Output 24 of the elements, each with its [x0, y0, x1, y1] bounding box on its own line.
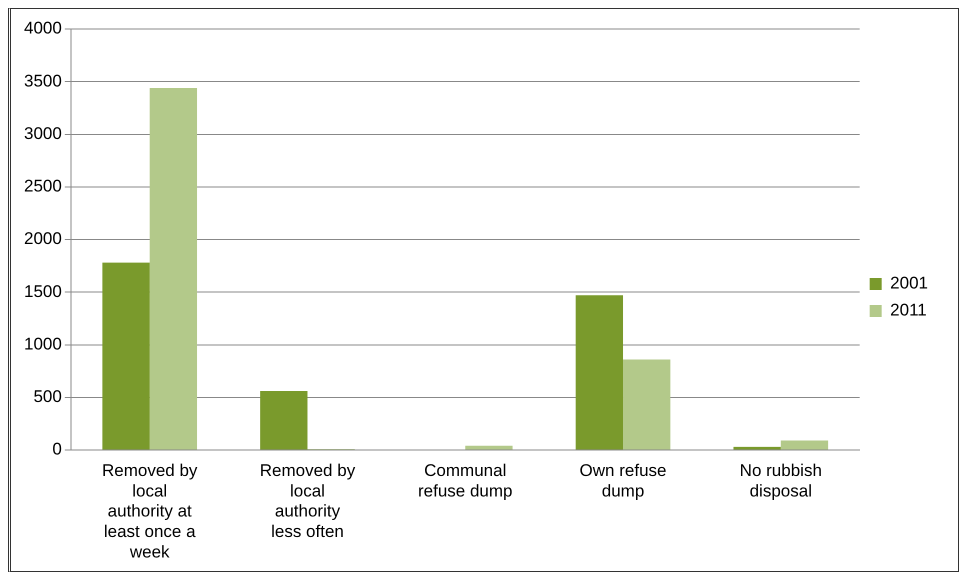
bar [150, 88, 198, 450]
y-tick-label: 4000 [24, 18, 62, 38]
x-tick-label: No rubbish disposal [740, 460, 822, 500]
x-tick-label: Communal refuse dump [418, 460, 512, 500]
y-tick-label: 2500 [24, 176, 62, 196]
bar [733, 446, 781, 450]
y-tick-label: 0 [52, 440, 62, 459]
bar [465, 446, 513, 450]
bar [623, 359, 670, 450]
bar [780, 440, 828, 450]
y-tick-label: 3500 [24, 71, 62, 90]
bar [576, 295, 624, 450]
legend-label: 2001 [890, 274, 928, 293]
y-tick-label: 2000 [24, 229, 62, 248]
y-tick-label: 3000 [24, 124, 62, 143]
bar [102, 262, 150, 450]
y-tick-label: 1000 [24, 334, 62, 354]
legend-label: 2011 [890, 300, 927, 320]
bar [260, 391, 308, 450]
y-tick-label: 500 [33, 387, 62, 406]
x-tick-label: Removed by local authority at least once a week [102, 460, 198, 562]
x-tick-label: Removed by local authority less often [260, 460, 356, 542]
y-tick-label: 1500 [24, 282, 62, 301]
x-tick-label: Own refuse dump [580, 460, 666, 500]
